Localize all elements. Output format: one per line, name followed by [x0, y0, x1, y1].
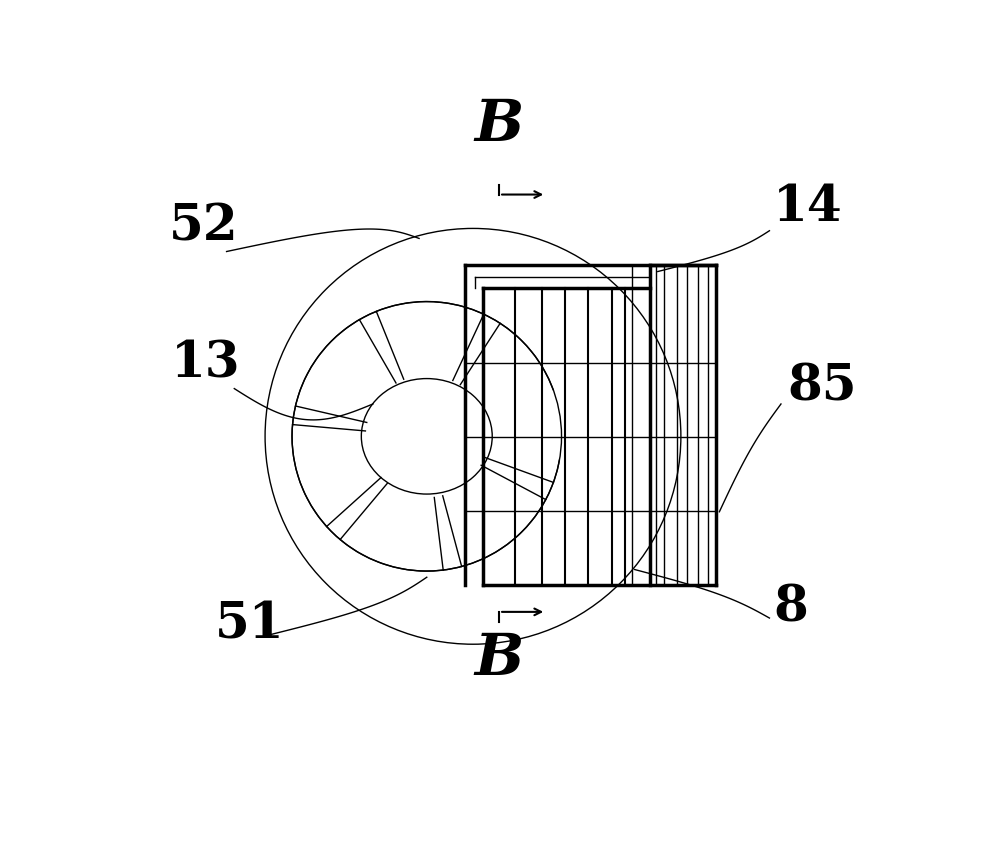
Text: B: B	[474, 631, 524, 688]
Text: B: B	[474, 97, 524, 153]
Text: 13: 13	[172, 339, 241, 388]
Text: 52: 52	[169, 203, 238, 251]
Text: 85: 85	[787, 362, 857, 411]
Text: 51: 51	[215, 600, 285, 650]
Text: 14: 14	[774, 182, 843, 232]
Text: 8: 8	[774, 583, 808, 632]
